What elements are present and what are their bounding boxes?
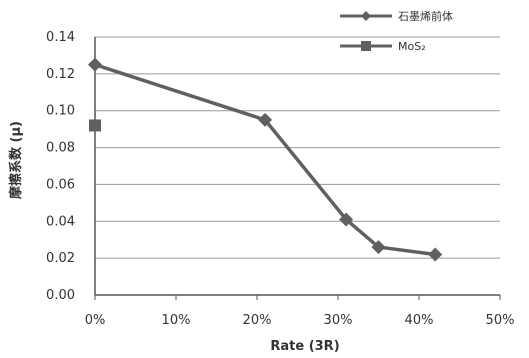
y-tick-label: 0.14 (46, 30, 75, 45)
legend-item-series-2: MoS₂ (340, 40, 426, 53)
data-point-diamond (428, 247, 443, 262)
y-tick-labels: 0.00 0.02 0.04 0.06 0.08 0.10 0.12 0.14 (46, 30, 75, 303)
legend-marker-diamond (361, 11, 371, 21)
legend-label-series-1: 石墨烯前体 (398, 9, 453, 23)
series (88, 57, 443, 262)
series-1 (88, 57, 443, 262)
x-tick-label: 30% (324, 313, 353, 328)
data-point-diamond (339, 212, 354, 227)
y-tick-label: 0.02 (46, 251, 75, 266)
series-1-line (94, 62, 436, 257)
x-tick-label: 50% (486, 313, 515, 328)
data-point-diamond (371, 240, 386, 255)
y-tick-label: 0.06 (46, 177, 75, 192)
x-tick-label: 40% (405, 313, 434, 328)
legend-marker-square (361, 41, 371, 51)
y-tick-label: 0.08 (46, 141, 75, 156)
data-point-diamond (258, 112, 273, 127)
x-tick-label: 0% (85, 313, 106, 328)
data-point-square (89, 119, 101, 132)
x-tick-label: 10% (162, 313, 191, 328)
series-2 (89, 119, 101, 132)
legend: 石墨烯前体 MoS₂ (340, 9, 453, 53)
x-axis-title: Rate (3R) (270, 339, 339, 354)
legend-label-series-2: MoS₂ (398, 40, 426, 53)
y-tick-label: 0.04 (46, 214, 75, 229)
legend-item-series-1: 石墨烯前体 (340, 9, 453, 23)
grid-lines (95, 36, 500, 259)
x-tick-label: 20% (243, 313, 272, 328)
y-tick-label: 0.12 (46, 67, 75, 82)
x-tick-labels: 0% 10% 20% 30% 40% 50% (85, 295, 515, 328)
axes (94, 37, 500, 296)
y-tick-label: 0.10 (46, 104, 75, 119)
y-axis-title: 摩擦系数 (μ) (8, 121, 24, 199)
data-point-diamond (88, 57, 102, 72)
y-tick-label: 0.00 (46, 288, 75, 303)
